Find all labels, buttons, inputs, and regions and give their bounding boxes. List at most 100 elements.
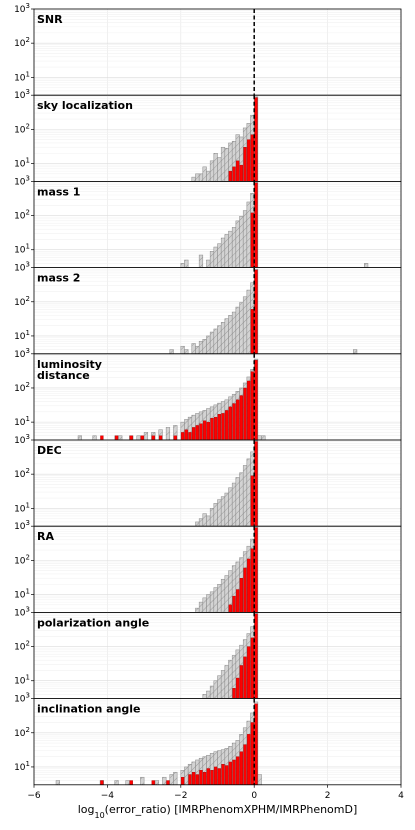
- bar-all: [231, 482, 237, 527]
- bar-all: [77, 435, 82, 441]
- y-tick-label-base: 10: [14, 418, 26, 428]
- y-tick-label-exponent: 3: [26, 2, 30, 10]
- y-tick-label: 101: [14, 588, 30, 601]
- bar-all: [202, 597, 207, 613]
- y-tick-label: 102: [14, 209, 30, 222]
- y-tick-label-exponent: 1: [26, 329, 30, 337]
- bar-highlight: [239, 164, 243, 182]
- x-axis-title-subscript: 10: [94, 810, 104, 819]
- bar-highlight: [195, 774, 199, 785]
- bar-highlight: [236, 677, 240, 699]
- y-tick-label: 103: [14, 605, 30, 618]
- bar-all: [224, 665, 229, 699]
- bar-highlight: [243, 387, 247, 441]
- y-tick-label-exponent: 1: [26, 501, 30, 509]
- bar-highlight: [254, 703, 258, 785]
- bar-highlight: [206, 421, 210, 441]
- bar-highlight: [206, 768, 210, 786]
- bar-highlight: [158, 435, 163, 441]
- y-tick-label-exponent: 1: [26, 243, 30, 251]
- bar-highlight: [203, 420, 207, 441]
- bar-all: [239, 302, 244, 355]
- bar-all: [202, 338, 207, 355]
- bar-all: [224, 148, 229, 182]
- bar-all: [228, 315, 233, 355]
- bar-all: [213, 503, 218, 527]
- bar-all: [246, 201, 251, 268]
- y-tick-label-base: 10: [14, 125, 26, 135]
- bar-highlight: [100, 435, 104, 441]
- y-tick-label-base: 10: [14, 298, 26, 308]
- bar-all: [224, 492, 229, 527]
- bar-all: [198, 518, 204, 527]
- y-tick-label-base: 10: [14, 677, 26, 687]
- bar-highlight: [188, 774, 192, 785]
- bar-all: [198, 254, 204, 268]
- y-tick-label-exponent: 1: [26, 70, 30, 78]
- y-tick-label-base: 10: [14, 160, 26, 170]
- y-tick-label-exponent: 1: [26, 157, 30, 165]
- panel-title: mass 2: [37, 272, 80, 285]
- y-tick-label-base: 10: [14, 73, 26, 83]
- bar-all: [206, 335, 211, 355]
- bar-all: [217, 243, 222, 268]
- bar-highlight: [180, 432, 185, 441]
- bar-all: [191, 176, 196, 182]
- bar-all: [239, 472, 244, 527]
- bar-all: [220, 146, 226, 182]
- bar-all: [239, 216, 244, 268]
- bar-all: [220, 237, 226, 268]
- bar-all: [220, 322, 226, 355]
- bar-all: [246, 289, 251, 355]
- bar-highlight: [254, 527, 258, 613]
- bar-all: [92, 435, 97, 441]
- bar-all: [209, 331, 215, 355]
- bar-all: [231, 311, 237, 355]
- y-tick-label: 101: [14, 157, 30, 170]
- bar-all: [184, 349, 189, 355]
- bar-all: [217, 583, 222, 613]
- y-tick-label: 103: [14, 2, 30, 15]
- y-tick-label-base: 10: [14, 695, 26, 705]
- bar-all: [209, 508, 215, 527]
- y-tick-label: 102: [14, 640, 30, 653]
- bar-highlight: [173, 435, 177, 441]
- bar-highlight: [188, 432, 192, 441]
- y-tick-label-base: 10: [14, 470, 26, 480]
- bar-all: [195, 521, 200, 527]
- bar-highlight: [225, 410, 229, 441]
- bar-all: [246, 458, 251, 527]
- bar-all: [209, 591, 215, 613]
- bar-all: [209, 685, 215, 699]
- bar-highlight: [232, 166, 236, 182]
- bar-all: [162, 776, 167, 786]
- bar-all: [55, 780, 60, 786]
- bar-highlight: [232, 595, 236, 613]
- bar-highlight: [232, 403, 236, 441]
- bar-all: [257, 774, 262, 786]
- y-tick-label: 101: [14, 243, 30, 256]
- bar-all: [206, 170, 211, 182]
- panel-title: inclination angle: [37, 703, 141, 716]
- bar-all: [235, 477, 240, 527]
- bar-all: [191, 343, 196, 355]
- y-tick-label: 103: [14, 174, 30, 187]
- bar-all: [198, 173, 204, 182]
- bar-highlight: [210, 770, 214, 785]
- bar-all: [364, 263, 369, 268]
- y-tick-label-base: 10: [14, 504, 26, 514]
- bar-all: [169, 774, 174, 786]
- bar-all: [206, 690, 211, 699]
- bar-highlight: [228, 604, 232, 613]
- bar-highlight: [236, 756, 240, 785]
- bar-all: [220, 496, 226, 527]
- y-tick-label-base: 10: [14, 384, 26, 394]
- bar-all: [206, 259, 211, 268]
- bar-highlight: [228, 761, 232, 786]
- bar-all: [213, 587, 218, 613]
